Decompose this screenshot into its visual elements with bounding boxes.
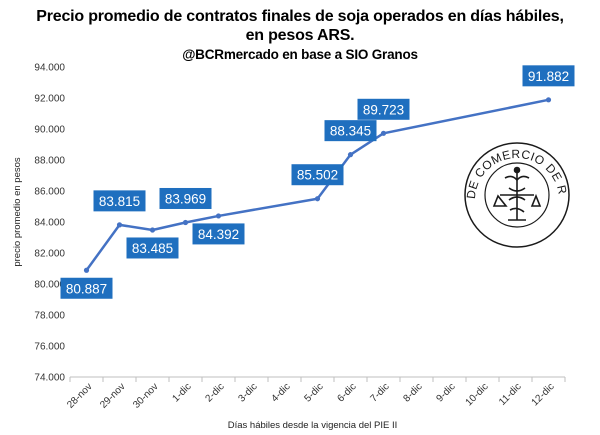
data-label-text: 84.392: [198, 227, 239, 242]
x-tick-label: 8-dic: [402, 381, 425, 404]
data-point: [314, 196, 321, 202]
data-label-box: [126, 237, 179, 259]
data-label-text: 91.882: [528, 69, 569, 84]
x-tick-label: 3-dic: [237, 381, 260, 404]
data-point: [182, 219, 189, 226]
y-axis-title: precio promedio en pesos: [12, 157, 23, 267]
x-tick-label: 12-dic: [530, 381, 557, 408]
x-tick-label: 10-dic: [464, 381, 491, 408]
data-label-text: 80.887: [66, 281, 107, 296]
x-tick-label: 29-nov: [98, 381, 127, 410]
data-label-box: [357, 98, 410, 120]
chart-axes: 74.000 76.000 78.000 80.000 82.000 84.000 86.0…: [12, 63, 566, 431]
chart-subtitle: @BCRmercado en base a SIO Granos: [182, 47, 418, 62]
data-label-box: [324, 120, 377, 142]
logo-text: BOLSA DE COMERCIO DE ROSARIO: [0, 0, 570, 200]
data-label: 88.345: [324, 120, 377, 142]
y-tick-label: 88.000: [34, 156, 65, 167]
data-label: 89.723: [357, 98, 410, 120]
data-point: [116, 222, 123, 228]
data-label-text: 83.485: [132, 241, 173, 256]
y-tick-label: 84.000: [34, 218, 65, 229]
y-tick-label: 76.000: [34, 342, 65, 353]
data-point: [149, 227, 156, 233]
chart-title-line-1: Precio promedio de contratos finales de …: [36, 8, 564, 25]
y-tick-label: 90.000: [34, 125, 65, 136]
chart-title-line-2: en pesos ARS.: [245, 27, 355, 44]
data-label-box: [60, 277, 113, 299]
data-label: 83.815: [93, 190, 146, 212]
y-tick-label: 86.000: [34, 187, 65, 198]
x-tick-label: 28-nov: [65, 381, 94, 410]
y-tick-label: 92.000: [34, 94, 65, 105]
data-label-box: [192, 223, 245, 245]
x-tick-label: 11-dic: [497, 381, 524, 408]
x-tick-label: 7-dic: [369, 381, 392, 404]
x-tick-label: 6-dic: [336, 381, 359, 404]
data-label-text: 85.502: [297, 168, 338, 183]
x-tick-label: 30-nov: [131, 381, 160, 410]
data-label-box: [522, 65, 575, 87]
data-point: [545, 97, 552, 103]
data-point: [380, 130, 387, 136]
data-label: 83.485: [126, 237, 179, 259]
data-label-text: 89.723: [363, 102, 404, 117]
data-point: [347, 152, 354, 158]
y-tick-label: 78.000: [34, 311, 65, 322]
data-label-box: [93, 190, 146, 212]
data-label-box: [159, 187, 212, 209]
x-axis-title: Días hábiles desde la vigencia del PIE I…: [228, 420, 398, 431]
data-label: 84.392: [192, 223, 245, 245]
data-label-box: [291, 164, 344, 186]
x-tick-label: 9-dic: [435, 381, 458, 404]
caduceus-icon: [492, 166, 542, 221]
logo-outer-ring: [464, 142, 570, 248]
y-tick-label: 74.000: [34, 373, 65, 384]
data-label: 85.502: [291, 164, 344, 186]
x-tick-label: 2-dic: [204, 381, 227, 404]
data-point: [83, 267, 90, 273]
x-tick-label: 1-dic: [171, 381, 194, 404]
logo: BOLSA DE COMERCIO DE ROSARIO: [0, 0, 570, 248]
x-tick-label: 5-dic: [303, 381, 326, 404]
data-label: 80.887: [60, 277, 113, 299]
data-labels-group: 80.887 83.815 83.485 83.969 84.392 85.502 88.3…: [60, 65, 575, 299]
y-tick-label: 94.000: [34, 63, 65, 74]
data-label-text: 83.815: [99, 194, 140, 209]
data-label: 91.882: [522, 65, 575, 87]
data-label-text: 88.345: [330, 124, 371, 139]
data-point: [215, 213, 222, 219]
logo-inner-ring: [484, 162, 550, 228]
data-label-text: 83.969: [165, 191, 206, 206]
x-tick-label: 4-dic: [270, 381, 293, 404]
data-label: 83.969: [159, 187, 212, 209]
y-tick-label: 82.000: [34, 249, 65, 260]
y-tick-label: 80.000: [34, 280, 65, 291]
